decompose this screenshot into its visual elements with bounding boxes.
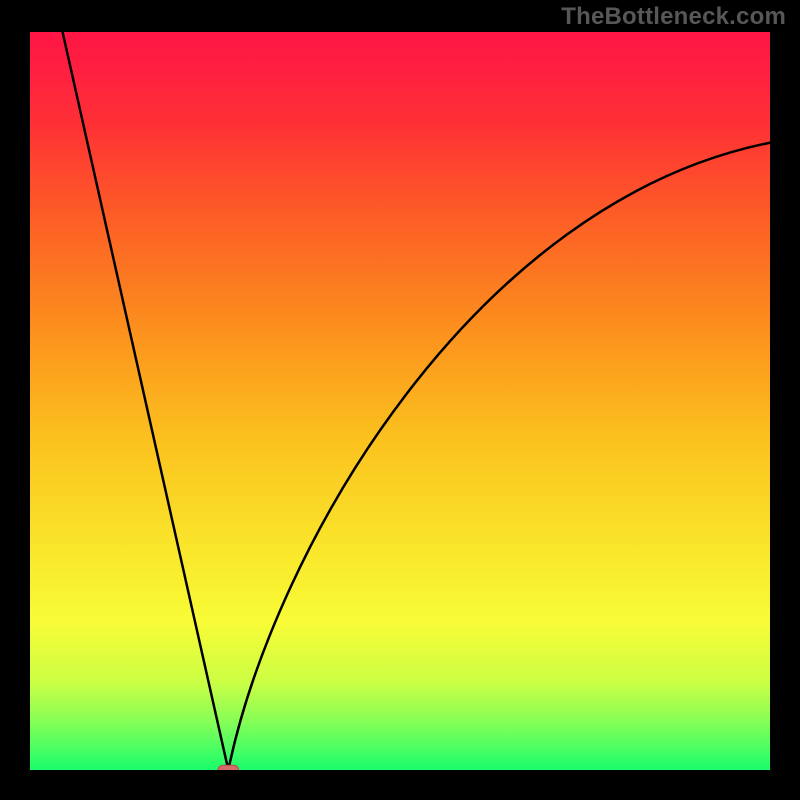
plot-svg bbox=[30, 32, 770, 770]
chart-frame: TheBottleneck.com bbox=[0, 0, 800, 800]
plot-area bbox=[30, 32, 770, 770]
watermark-text: TheBottleneck.com bbox=[561, 3, 786, 31]
vertex-marker bbox=[218, 765, 239, 770]
